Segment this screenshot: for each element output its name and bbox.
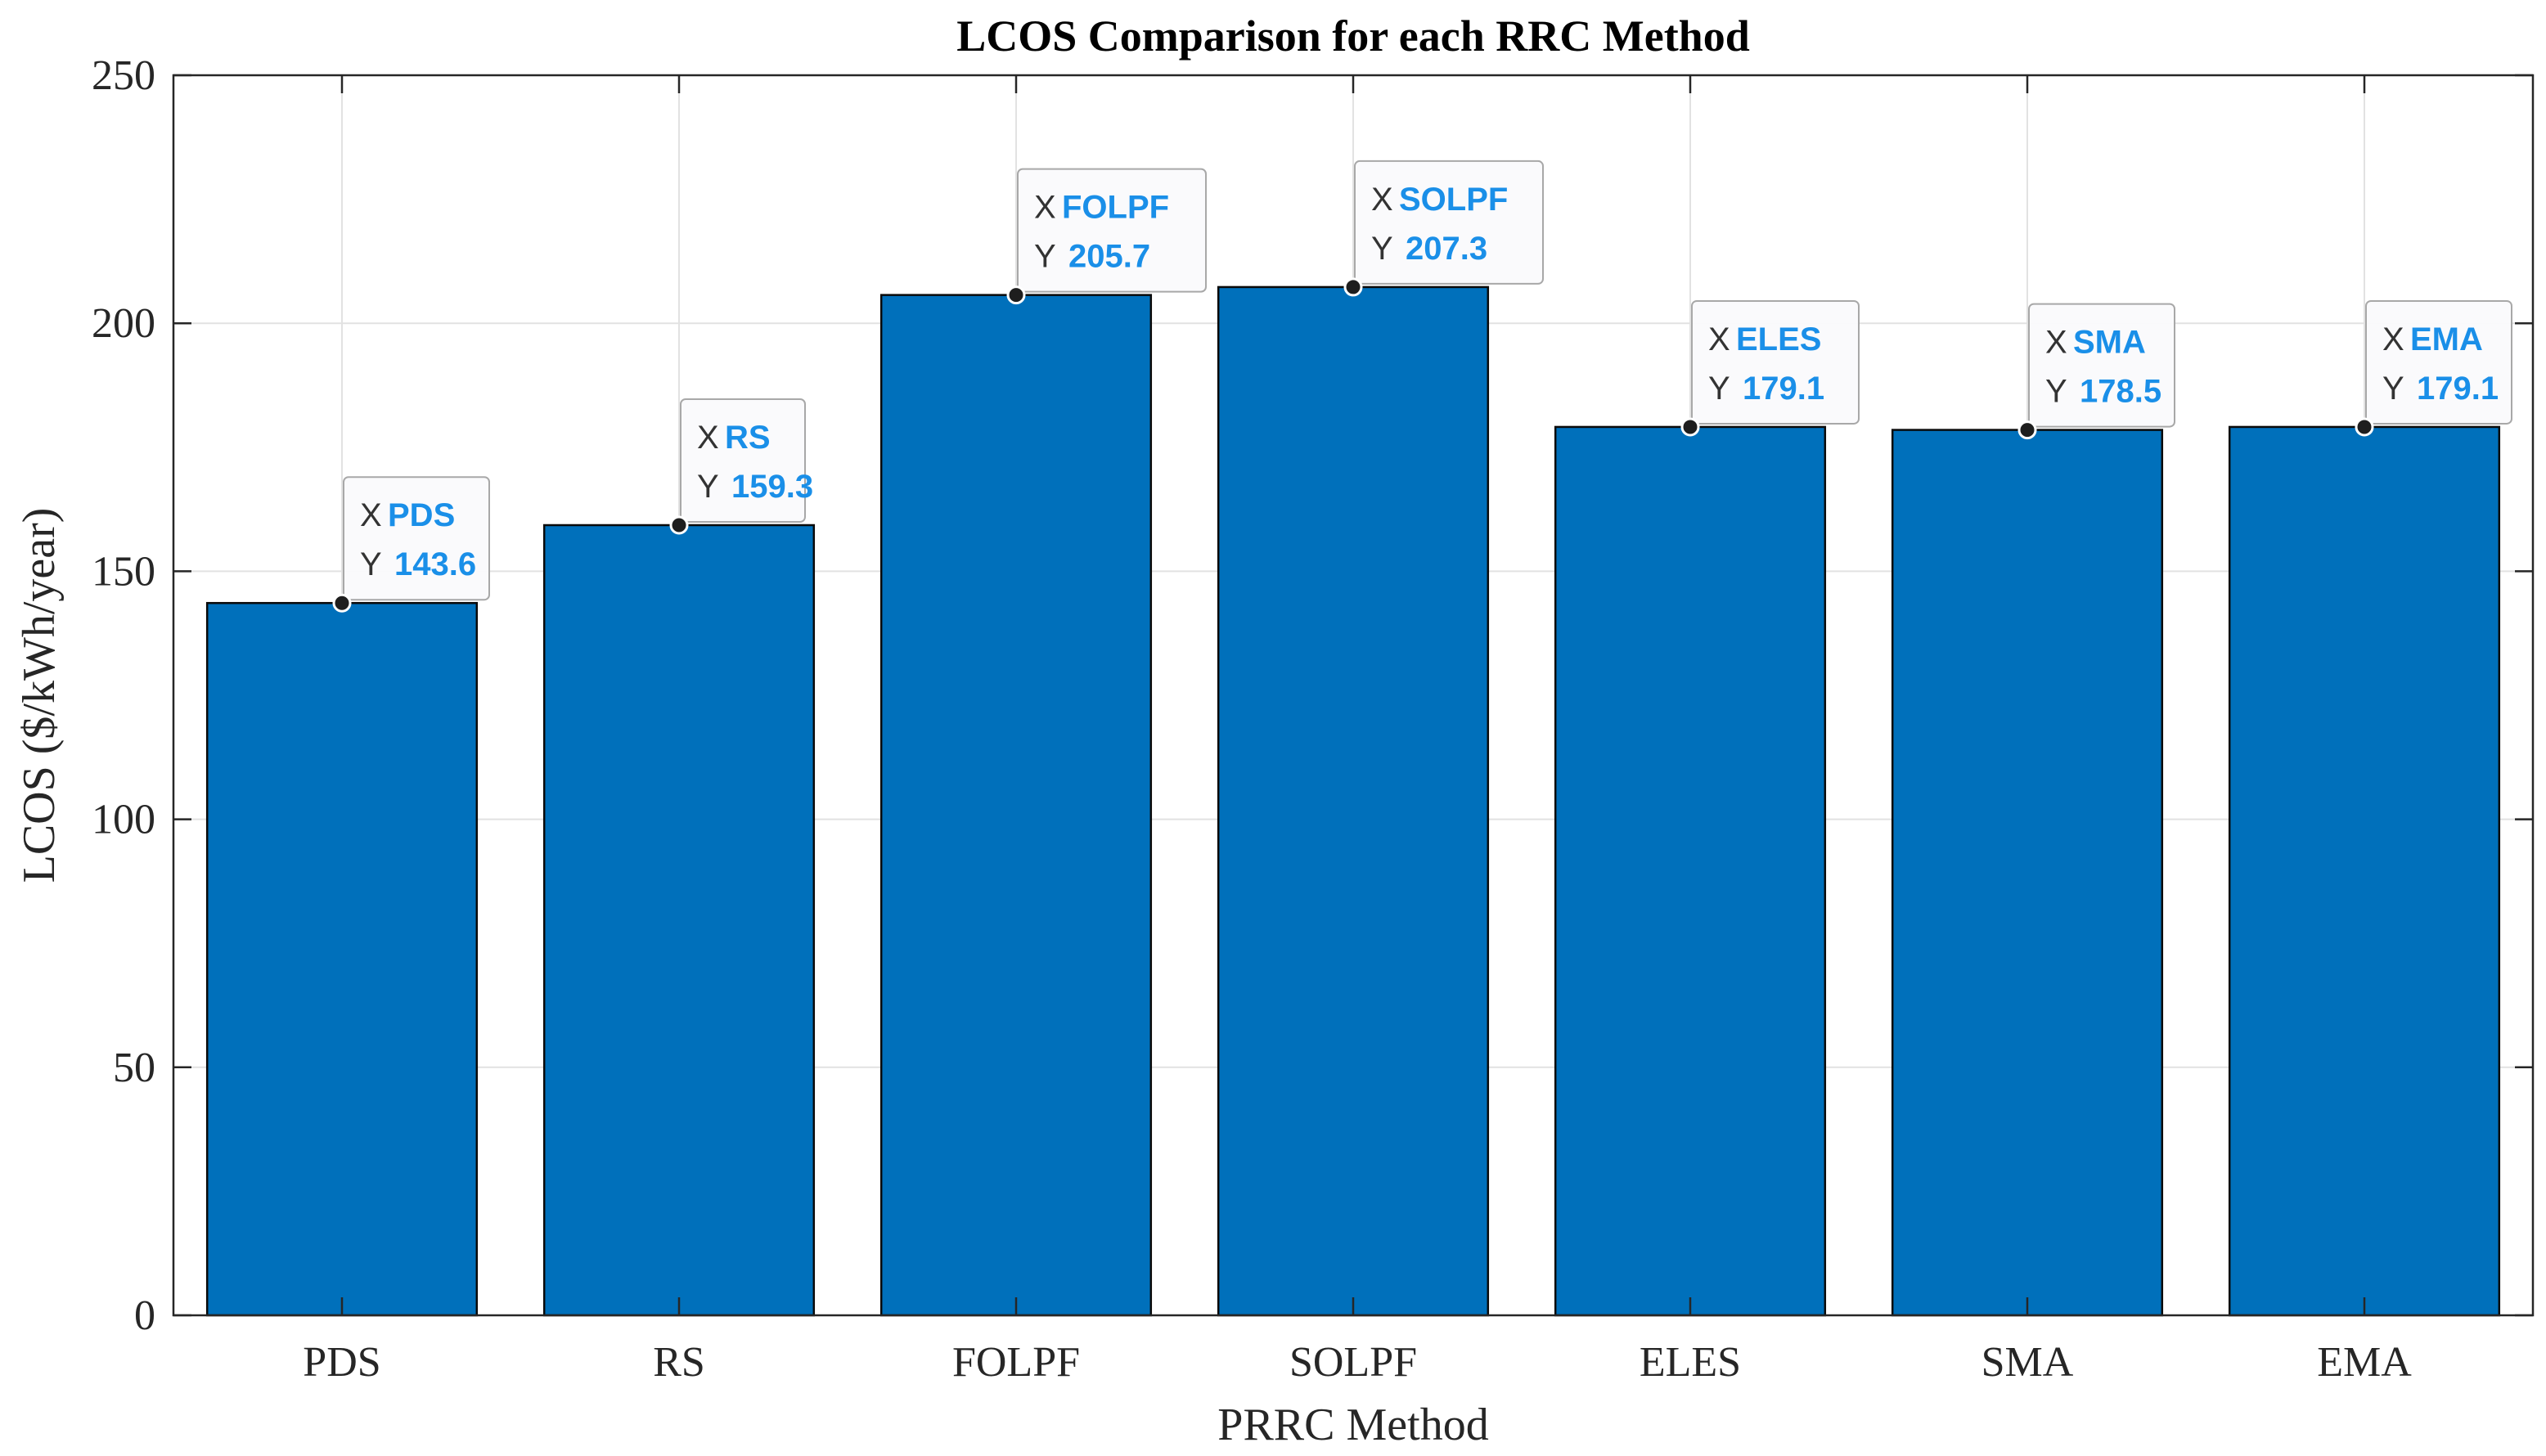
y-tick-label: 150 — [92, 548, 155, 595]
data-tip-y-prefix: Y — [2382, 371, 2404, 407]
data-tip-marker — [669, 515, 689, 535]
bar-folpf — [879, 294, 1153, 1317]
data-tip-marker — [1680, 417, 1700, 437]
bars — [205, 285, 2501, 1317]
bar-pds — [205, 601, 479, 1317]
data-tip-x-prefix: X — [360, 497, 382, 533]
data-tip-x-value: RS — [725, 420, 771, 456]
x-tick-label: SMA — [1981, 1339, 2074, 1386]
data-tip-y-value: 207.3 — [1406, 231, 1487, 267]
data-tip-y-prefix: Y — [1034, 239, 1056, 275]
data-tip-y-prefix: Y — [697, 469, 719, 505]
data-tip-marker — [1006, 285, 1026, 305]
data-tip-box — [680, 398, 806, 524]
data-tip-box — [1691, 299, 1860, 425]
data-tip-y-value: 179.1 — [1743, 371, 1824, 407]
x-tick-label: PDS — [303, 1339, 380, 1386]
y-tick-label: 250 — [92, 52, 155, 99]
x-tick-label: RS — [653, 1339, 705, 1386]
data-tip-box — [343, 476, 490, 601]
data-tip-rs: X RSY 159.3 — [669, 398, 813, 535]
x-tick-label: SOLPF — [1289, 1339, 1417, 1386]
bar-rs — [542, 524, 816, 1317]
data-tip-y-value: 143.6 — [394, 546, 476, 582]
x-tick-label: ELES — [1640, 1339, 1741, 1386]
x-tick-label: EMA — [2317, 1339, 2412, 1386]
data-tip-x-prefix: X — [697, 420, 719, 456]
data-tip-x-value: SMA — [2073, 325, 2146, 361]
data-tip-marker — [332, 593, 352, 613]
y-tick-label: 0 — [134, 1292, 155, 1339]
data-tip-x-prefix: X — [2045, 325, 2067, 361]
data-tip-x-prefix: X — [2382, 321, 2404, 357]
bar-ema — [2228, 425, 2501, 1317]
bar-sma — [1891, 429, 2164, 1317]
x-axis-label: PRRC Method — [1217, 1400, 1488, 1450]
x-tick-label: FOLPF — [952, 1339, 1080, 1386]
data-tip-marker — [2355, 417, 2374, 437]
data-tip-marker — [2017, 420, 2037, 440]
axis-ticks: 0 50 100 150 200 250 PDS RS FOLPF SOLPF ELES SMA EMA — [92, 52, 2533, 1386]
data-tip-box — [1017, 168, 1207, 293]
chart-title: LCOS Comparison for each RRC Method — [956, 11, 1750, 61]
data-tip-y-prefix: Y — [360, 546, 382, 582]
y-tick-label: 200 — [92, 300, 155, 347]
data-tip-box — [2028, 303, 2175, 428]
data-tip-x-value: ELES — [1736, 321, 1821, 357]
data-tip-marker — [1343, 277, 1363, 297]
data-tip-y-value: 178.5 — [2080, 374, 2161, 410]
y-axis-label: LCOS ($/kWh/year) — [14, 508, 65, 883]
data-tip-y-value: 179.1 — [2417, 371, 2499, 407]
data-tip-y-value: 159.3 — [731, 469, 813, 505]
data-tip-y-value: 205.7 — [1068, 239, 1150, 275]
data-tip-y-prefix: Y — [2045, 374, 2067, 410]
data-tip-y-prefix: Y — [1708, 371, 1730, 407]
y-tick-label: 100 — [92, 797, 155, 843]
data-tip-x-prefix: X — [1371, 182, 1393, 218]
bar-solpf — [1217, 285, 1490, 1317]
data-tip-y-prefix: Y — [1371, 231, 1393, 267]
data-tip-x-value: FOLPF — [1062, 190, 1169, 226]
data-tip-x-value: SOLPF — [1399, 182, 1508, 218]
data-tip-x-prefix: X — [1034, 190, 1056, 226]
data-tip-x-value: EMA — [2410, 321, 2483, 357]
data-tip-box — [1354, 160, 1544, 285]
data-tip-x-value: PDS — [388, 497, 455, 533]
y-tick-label: 50 — [113, 1045, 155, 1091]
bar-eles — [1554, 425, 1827, 1317]
data-tip-x-prefix: X — [1708, 321, 1730, 357]
data-tip-box — [2365, 299, 2512, 425]
